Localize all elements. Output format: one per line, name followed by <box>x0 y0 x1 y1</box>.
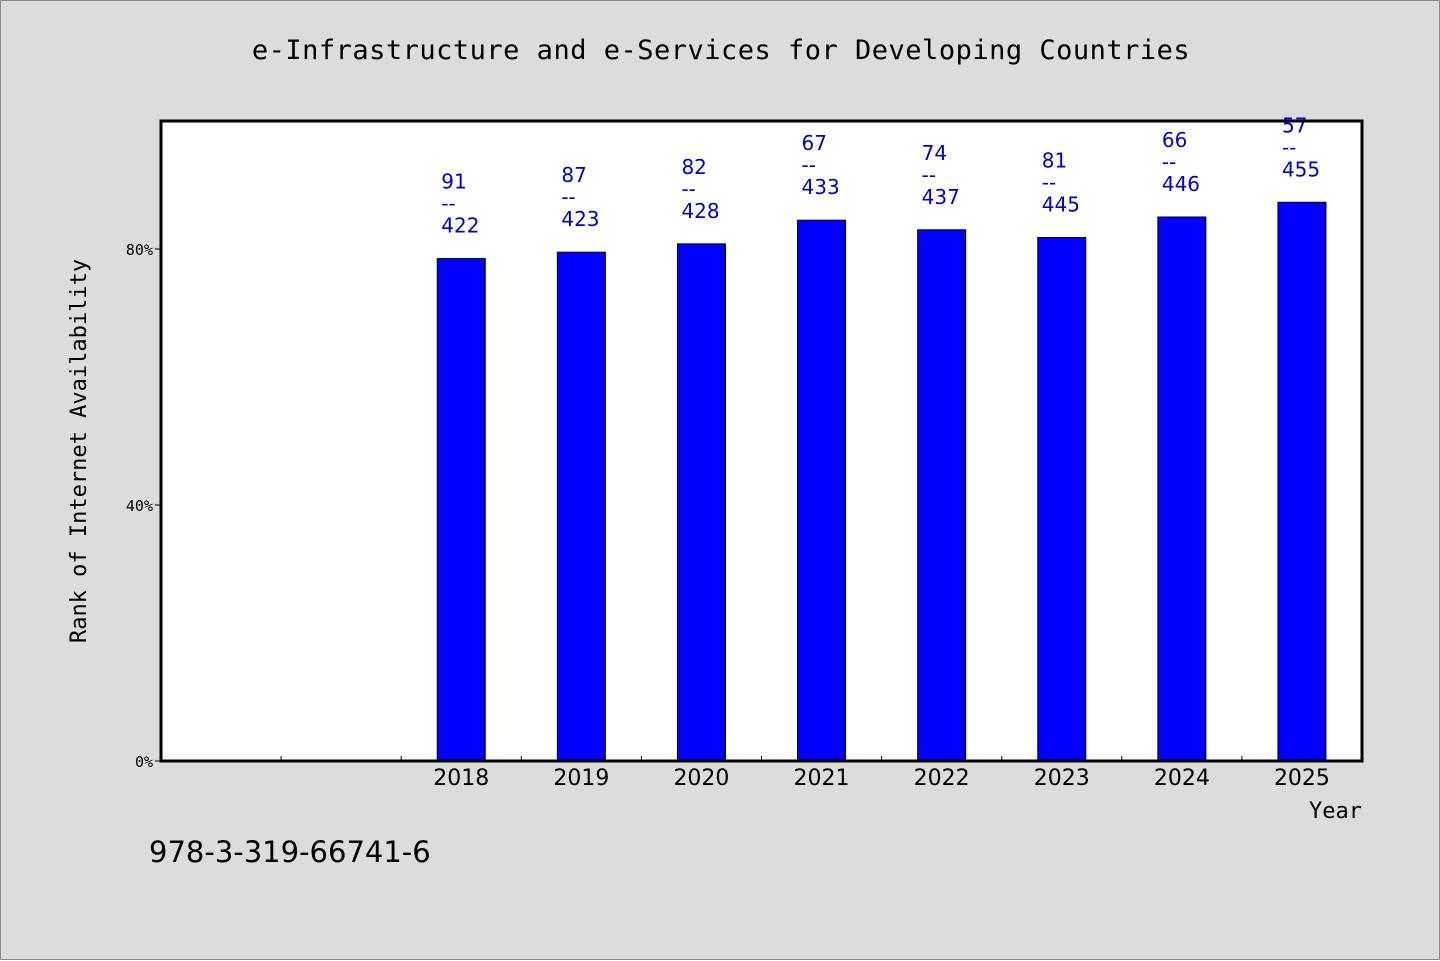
data-label-2022-0: 74 <box>922 141 947 165</box>
data-label-2019-0: 87 <box>561 163 586 187</box>
data-label-2020-2: 428 <box>681 199 719 223</box>
data-label-2019-1: -- <box>561 185 575 209</box>
bar-2022 <box>917 229 967 762</box>
x-tick-label-2024: 2024 <box>1154 766 1210 791</box>
data-label-2023-0: 81 <box>1042 148 1067 172</box>
x-tick-label-2019: 2019 <box>553 766 609 791</box>
bar-2018 <box>436 258 486 762</box>
data-label-2021-1: -- <box>802 153 816 177</box>
data-label-2025-0: 57 <box>1282 113 1307 137</box>
isbn-code: 978-3-319-66741-6 <box>149 835 431 869</box>
data-label-2021-2: 433 <box>802 175 840 199</box>
data-label-2020-0: 82 <box>681 155 706 179</box>
bar-2020 <box>676 243 726 762</box>
data-label-2019-2: 423 <box>561 207 599 231</box>
y-axis-title: Rank of Internet Availability <box>67 259 92 643</box>
data-label-2023-1: -- <box>1042 170 1056 194</box>
data-label-2020-1: -- <box>681 177 695 201</box>
data-label-2023-2: 445 <box>1042 192 1080 216</box>
plot-frame <box>159 119 1364 763</box>
bar-2019 <box>556 251 606 762</box>
y-tick-label-2: 80% <box>126 241 153 259</box>
x-tick-label-2018: 2018 <box>433 766 489 791</box>
data-label-2018-2: 422 <box>441 214 479 238</box>
bar-2025 <box>1277 201 1327 762</box>
x-tick-label-2022: 2022 <box>914 766 970 791</box>
data-label-2021-0: 67 <box>802 131 827 155</box>
y-tick-label-0: 0% <box>135 753 153 771</box>
x-tick-label-2025: 2025 <box>1274 766 1330 791</box>
chart-title: e-Infrastructure and e-Services for Deve… <box>251 35 1191 66</box>
bar-2023 <box>1037 236 1087 762</box>
data-label-2025-2: 455 <box>1282 157 1320 181</box>
x-axis-title: Year <box>1309 799 1362 824</box>
data-label-2024-2: 446 <box>1162 172 1200 196</box>
data-label-2018-1: -- <box>441 192 455 216</box>
x-tick-label-2020: 2020 <box>673 766 729 791</box>
x-tick-label-2023: 2023 <box>1034 766 1090 791</box>
data-label-2022-2: 437 <box>922 185 960 209</box>
data-label-2018-0: 91 <box>441 170 466 194</box>
bar-2021 <box>797 219 847 762</box>
data-label-2025-1: -- <box>1282 135 1296 159</box>
y-tick-label-1: 40% <box>126 497 153 515</box>
data-label-2024-0: 66 <box>1162 128 1187 152</box>
bar-2024 <box>1157 216 1207 762</box>
data-label-2022-1: -- <box>922 163 936 187</box>
x-tick-label-2021: 2021 <box>794 766 850 791</box>
data-label-2024-1: -- <box>1162 150 1176 174</box>
